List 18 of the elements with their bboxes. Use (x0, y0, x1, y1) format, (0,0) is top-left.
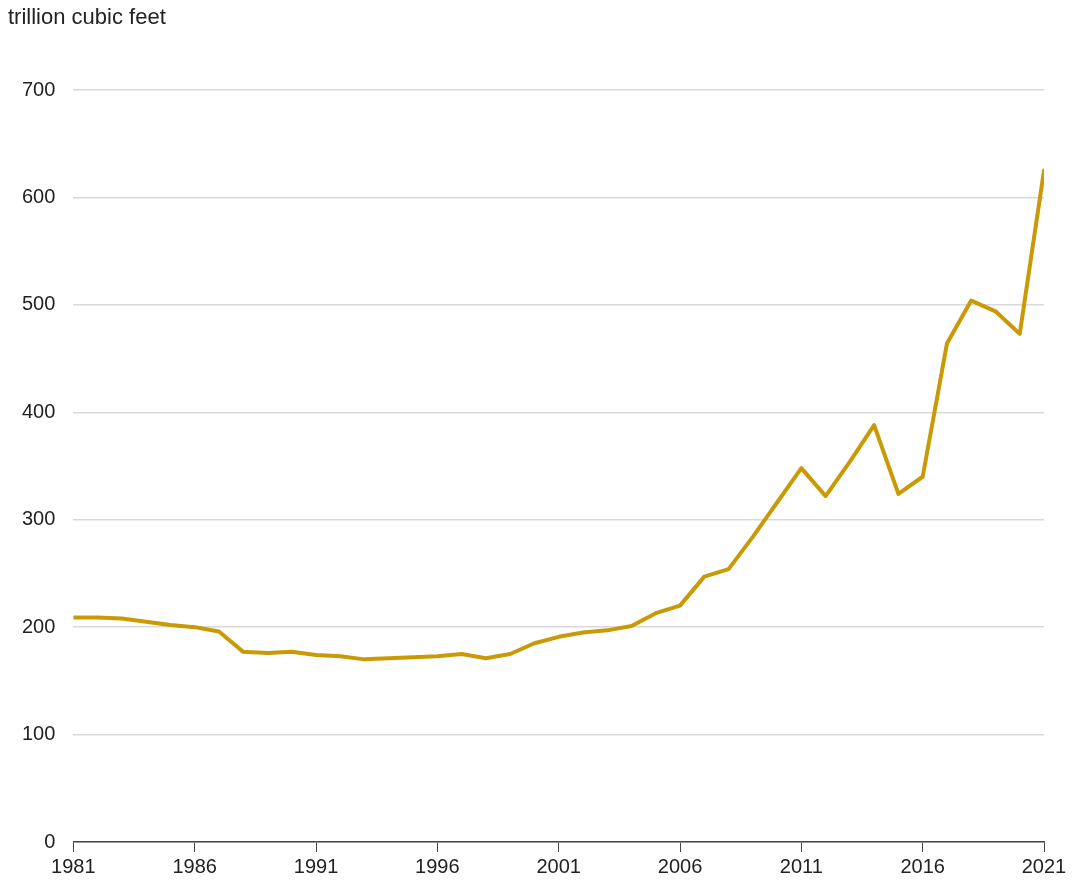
y-tick-label: 400 (21, 399, 56, 422)
y-axis-title: trillion cubic feet (8, 4, 166, 30)
y-tick-label: 600 (21, 184, 56, 207)
x-tick-label: 2011 (779, 854, 823, 877)
x-tick-label: 1991 (293, 854, 339, 877)
y-tick-label: 300 (21, 507, 56, 530)
x-tick-label: 1986 (172, 854, 217, 877)
x-tick-label: 1981 (51, 854, 96, 877)
y-tick-label: 0 (44, 829, 56, 852)
y-tick-label: 100 (21, 722, 56, 745)
x-tick-label: 1996 (415, 854, 460, 877)
x-tick-label: 2021 (1021, 854, 1067, 877)
x-tick-label: 2016 (900, 854, 945, 877)
x-tick-label: 2006 (657, 854, 703, 877)
x-tick-label: 2001 (536, 854, 581, 877)
y-tick-label: 200 (21, 614, 56, 637)
y-tick-label: 500 (21, 292, 56, 315)
y-tick-label: 700 (21, 77, 56, 100)
